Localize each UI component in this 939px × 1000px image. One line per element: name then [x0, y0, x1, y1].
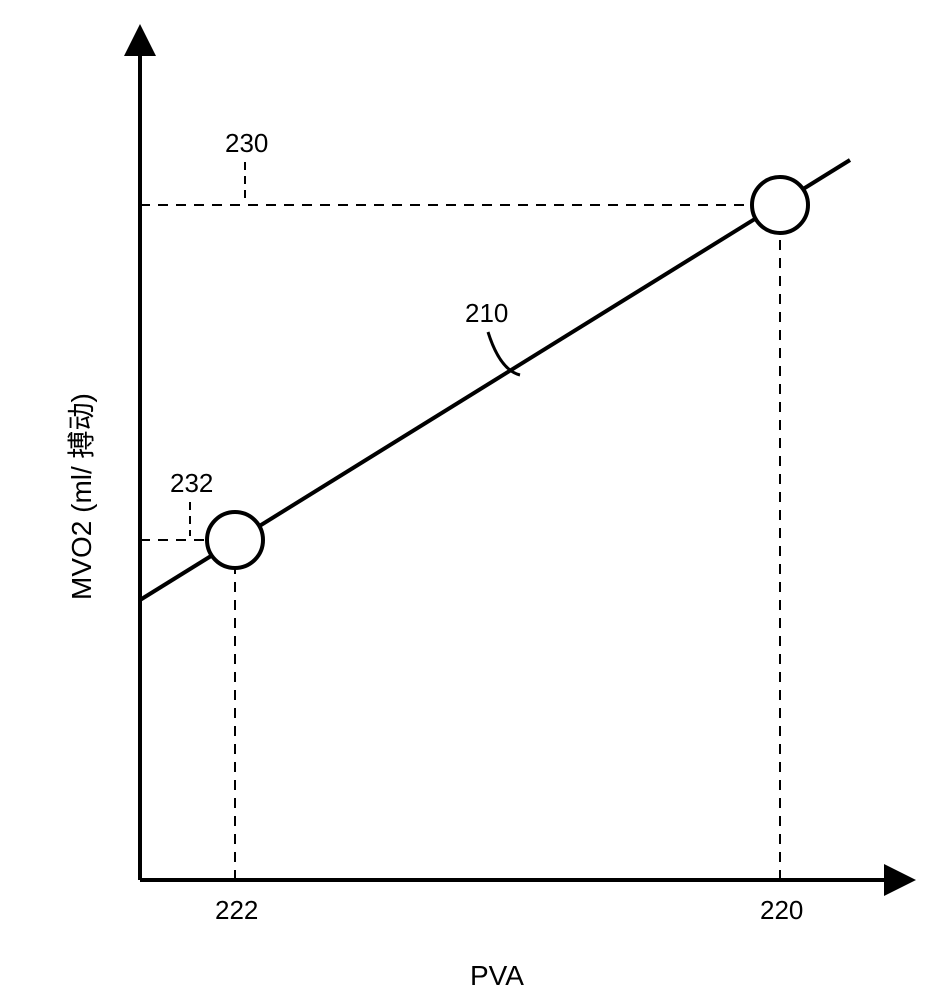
ref-222: 222	[215, 895, 258, 926]
chart-svg	[0, 0, 939, 1000]
ref-232: 232	[170, 468, 213, 499]
mvo2-pva-chart: MVO2 (ml/ 搏动) PVA 230 232 210 222 220	[0, 0, 939, 1000]
data-point-high	[752, 177, 808, 233]
ref-220: 220	[760, 895, 803, 926]
data-point-low	[207, 512, 263, 568]
ref-230: 230	[225, 128, 268, 159]
y-axis-label: MVO2 (ml/ 搏动)	[60, 393, 100, 600]
ref-210: 210	[465, 298, 508, 329]
x-axis-label: PVA	[470, 960, 524, 992]
